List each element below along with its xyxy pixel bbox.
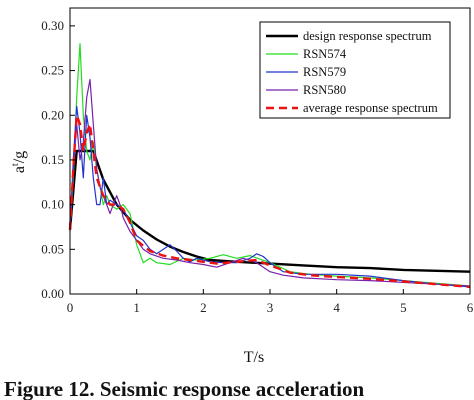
legend-label-design-response-spectrum: design response spectrum <box>303 29 432 43</box>
y-axis-ticks: 0.00 0.05 0.10 0.15 0.20 0.25 0.30 <box>41 18 75 301</box>
x-axis-label: T/s <box>244 349 264 366</box>
series-line-design-response-spectrum <box>68 149 471 273</box>
legend-items: design response spectrum RSN574 RSN579 RSN5… <box>266 29 438 115</box>
x-tick-label: 2 <box>200 300 207 315</box>
x-tick-label: 3 <box>267 300 274 315</box>
series-line-rsn574 <box>69 43 471 287</box>
x-tick-label: 0 <box>67 300 74 315</box>
x-tick-label: 6 <box>467 300 474 315</box>
legend-label-rsn580: RSN580 <box>303 83 346 97</box>
legend-label-rsn574: RSN574 <box>303 47 347 61</box>
series-line-rsn580 <box>69 78 471 287</box>
y-tick-label: 0.25 <box>41 63 64 78</box>
y-tick-label: 0.00 <box>41 286 64 301</box>
plot-lines <box>68 43 471 289</box>
series-line-average-response-spectrum <box>68 114 471 289</box>
y-tick-label: 0.10 <box>41 197 64 212</box>
y-tick-label: 0.05 <box>41 241 64 256</box>
x-axis-ticks: 0 1 2 3 4 5 6 <box>67 289 474 315</box>
legend: design response spectrum RSN574 RSN579 RSN5… <box>259 21 451 119</box>
x-tick-label: 1 <box>133 300 140 315</box>
legend-box <box>259 21 451 119</box>
x-tick-label: 5 <box>400 300 407 315</box>
y-tick-label: 0.30 <box>41 18 64 33</box>
legend-label-rsn579: RSN579 <box>303 65 346 79</box>
x-tick-label: 4 <box>333 300 340 315</box>
figure-caption: Figure 12. Seismic response acceleration <box>4 377 365 400</box>
y-tick-label: 0.20 <box>41 107 64 122</box>
y-axis-label: at/g <box>10 151 28 173</box>
y-tick-label: 0.15 <box>41 152 64 167</box>
series-line-rsn579 <box>69 105 471 288</box>
legend-label-average-response-spectrum: average response spectrum <box>303 101 438 115</box>
